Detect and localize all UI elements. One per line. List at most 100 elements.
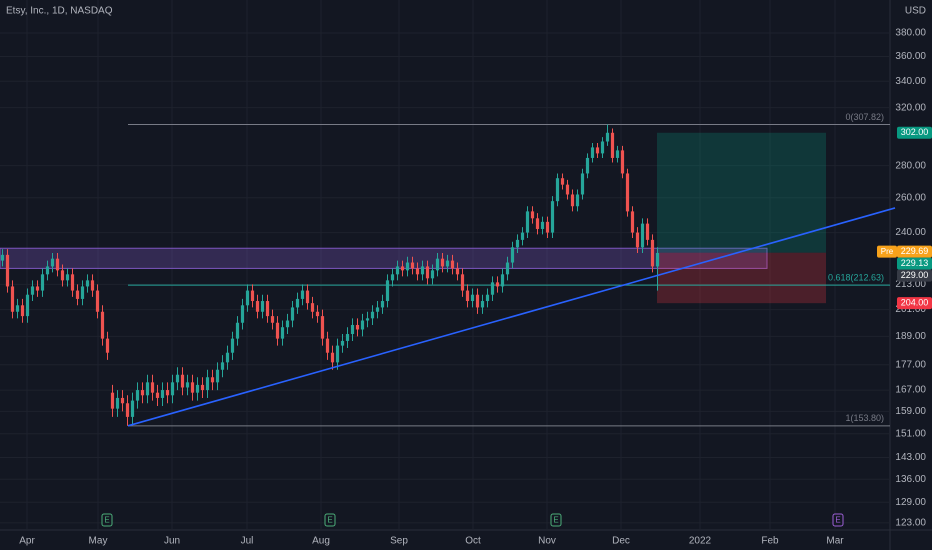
y-tick-label: 201.00 [895,304,926,315]
candle-body [5,254,10,287]
candle-body [570,194,575,207]
y-tick-label: 320.00 [895,102,926,113]
y-tick-label: 189.00 [895,331,926,342]
candle-body [115,397,120,409]
x-tick-label: Dec [612,536,630,547]
candle-body [585,157,590,174]
candle-body [450,260,455,269]
candle-body [150,382,155,393]
candle-body [225,352,230,363]
candle-body [625,173,630,212]
candle-body [645,223,650,240]
candle-body [505,262,510,275]
candle-body [280,327,285,339]
fib-label: 0.618(212.63) [828,273,884,283]
event-marker [324,513,336,527]
candle-body [15,305,20,312]
candle-body [10,286,15,312]
candle-body [550,201,555,233]
candle-body [360,320,365,330]
candle-body [355,324,360,330]
candle-body [110,392,115,409]
currency[interactable]: USD [905,6,926,17]
y-tick-label: 123.00 [895,518,926,529]
price-label-box [897,297,932,310]
candle-body [175,374,180,383]
price-label: 229.13 [901,258,929,268]
candle-body [590,147,595,158]
candle-body [655,252,660,267]
candle-body [295,298,300,308]
candle-body [275,322,280,339]
candle-body [510,247,515,263]
candle-body [255,301,260,312]
candle-body [265,301,270,317]
y-tick-label: 159.00 [895,406,926,417]
candle-body [465,290,470,302]
candle-body [515,239,520,248]
stop-zone [657,252,826,304]
candle-body [430,270,435,279]
candle-body [380,301,385,308]
event-marker [550,513,562,527]
candle-body [440,258,445,267]
candle-body [290,307,295,321]
candle-body [65,274,70,281]
x-tick-label: Jun [164,536,180,547]
candle-body [530,211,535,219]
event-label: E [835,516,840,525]
target-zone [657,132,826,253]
candle-body [245,290,250,306]
candle-body [220,362,225,370]
candle-body [180,374,185,388]
candle-body [420,266,425,275]
price-label-box [897,245,932,258]
candle-body [90,280,95,291]
y-tick-label: 136.00 [895,474,926,485]
zone [0,247,768,269]
candle-body [315,311,320,317]
candle-body [50,258,55,267]
candle-body [145,382,150,396]
candle-body [100,311,105,339]
candle-body [395,266,400,275]
candle-body [285,320,290,328]
candle-body [60,270,65,281]
candle-body [130,400,135,417]
candle-body [575,194,580,207]
candle-body [400,266,405,271]
candle-body [80,286,85,299]
price-label-box [897,269,932,282]
candle-body [20,305,25,317]
candle-body [230,338,235,353]
candle-body [415,268,420,275]
y-tick-label: 143.00 [895,452,926,463]
trendline [127,207,896,427]
candle-body [535,218,540,229]
event-marker [832,513,844,527]
candle-body [125,403,130,417]
y-tick-label: 213.00 [895,279,926,290]
candle-body [300,290,305,299]
candle-body [615,150,620,158]
candle-body [390,274,395,281]
candle-body [250,290,255,302]
y-tick-label: 360.00 [895,51,926,62]
fib-label: 1(153.80) [845,413,884,423]
candle-body [580,173,585,195]
y-tick-label: 340.00 [895,76,926,87]
candle-body [185,382,190,388]
candle-body [410,262,415,269]
fib-label: 0(307.82) [845,112,884,122]
candle-body [635,232,640,248]
candle-body [215,369,220,383]
candle-body [35,286,40,291]
candle-body [545,221,550,233]
candle-body [350,324,355,335]
candle-body [370,311,375,319]
y-tick-label: 280.00 [895,160,926,171]
candle-body [270,316,275,323]
candle-body [210,377,215,383]
